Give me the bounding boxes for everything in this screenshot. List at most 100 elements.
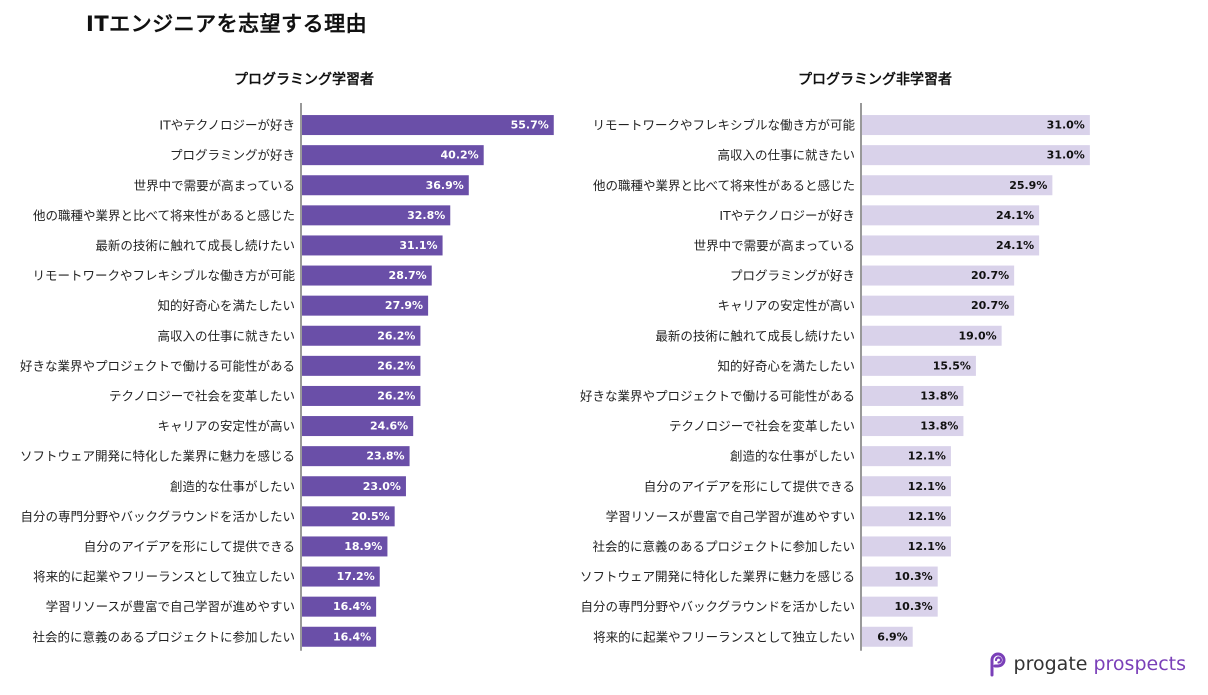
bar — [862, 295, 1015, 316]
category-label: プログラミングが好き — [730, 268, 855, 283]
value-label: 6.9% — [877, 630, 908, 643]
bar — [862, 145, 1090, 166]
category-label: 他の職種や業界と比べて将来性があると感じた — [33, 208, 295, 223]
bar — [862, 115, 1090, 136]
category-label: キャリアの安定性が高い — [157, 419, 295, 434]
category-label: 世界中で需要が高まっている — [694, 238, 855, 253]
bar — [862, 175, 1053, 196]
bar — [302, 205, 451, 226]
value-label: 13.8% — [920, 389, 958, 402]
category-label: 学習リソースが豊富で自己学習が進めやすい — [46, 599, 295, 614]
category-label: 自分のアイデアを形にして提供できる — [644, 479, 855, 494]
value-label: 20.5% — [351, 510, 389, 523]
category-label: 高収入の仕事に就きたい — [717, 148, 855, 163]
category-label: 学習リソースが豊富で自己学習が進めやすい — [606, 509, 855, 524]
chart-non-learners-title: プログラミング非学習者 — [798, 72, 952, 88]
value-label: 23.8% — [366, 450, 404, 463]
bar — [302, 325, 421, 346]
category-label: 他の職種や業界と比べて将来性があると感じた — [593, 178, 855, 193]
category-label: 最新の技術に触れて成長し続けたい — [95, 238, 295, 253]
bar — [302, 596, 377, 617]
value-label: 26.2% — [377, 359, 415, 372]
bar — [302, 476, 406, 497]
bar — [862, 566, 938, 587]
brand-word-progate: progate — [1013, 653, 1088, 675]
chart-learners-plot: ITやテクノロジーが好き 55.7% プログラミングが好き 40.2% 世界中で需要が高… — [20, 103, 554, 651]
value-label: 26.2% — [377, 389, 415, 402]
value-label: 12.1% — [908, 510, 946, 523]
value-label: 32.8% — [407, 209, 445, 222]
bar — [862, 205, 1040, 226]
value-label: 15.5% — [933, 359, 971, 372]
category-label: キャリアの安定性が高い — [717, 298, 855, 313]
category-label: 世界中で需要が高まっている — [134, 178, 295, 193]
value-label: 19.0% — [958, 329, 996, 342]
chart-learners-title: プログラミング学習者 — [234, 72, 374, 88]
category-label: 最新の技術に触れて成長し続けたい — [655, 328, 855, 343]
bar — [862, 235, 1040, 256]
category-label: ソフトウェア開発に特化した業界に魅力を感じる — [20, 449, 295, 464]
bar — [302, 265, 432, 286]
value-label: 27.9% — [385, 299, 423, 312]
value-label: 36.9% — [426, 179, 464, 192]
category-label: リモートワークやフレキシブルな働き方が可能 — [32, 268, 295, 283]
value-label: 16.4% — [333, 600, 371, 613]
category-label: ITやテクノロジーが好き — [159, 118, 295, 133]
value-label: 31.0% — [1047, 149, 1085, 162]
value-label: 28.7% — [389, 269, 427, 282]
category-label: 自分の専門分野やバックグラウンドを活かしたい — [580, 599, 855, 614]
bar — [302, 626, 377, 647]
category-label: 知的好奇心を満たしたい — [157, 298, 295, 313]
value-label: 20.7% — [971, 299, 1009, 312]
value-label: 10.3% — [895, 570, 933, 583]
chart-learners: プログラミング学習者 ITやテクノロジーが好き 55.7% プログラミングが好き 40… — [0, 0, 600, 695]
bar — [302, 145, 484, 166]
category-label: 社会的に意義のあるプロジェクトに参加したい — [592, 539, 855, 554]
category-label: 好きな業界やプロジェクトで働ける可能性がある — [20, 358, 295, 373]
bar — [862, 265, 1015, 286]
value-label: 26.2% — [377, 329, 415, 342]
bar — [302, 295, 429, 316]
bar — [862, 325, 1002, 346]
bar — [302, 536, 388, 557]
category-label: 社会的に意義のあるプロジェクトに参加したい — [32, 629, 295, 644]
bar — [862, 596, 938, 617]
progate-logo-icon — [990, 652, 1006, 677]
brand-word-prospects: prospects — [1093, 653, 1186, 675]
category-label: 自分の専門分野やバックグラウンドを活かしたい — [20, 509, 295, 524]
value-label: 12.1% — [908, 480, 946, 493]
page-title: ITエンジニアを志望する理由 — [86, 12, 368, 36]
value-label: 31.1% — [399, 239, 437, 252]
bar — [862, 476, 951, 497]
value-label: 24.6% — [370, 420, 408, 433]
category-label: 好きな業界やプロジェクトで働ける可能性がある — [580, 388, 855, 403]
category-label: 知的好奇心を満たしたい — [717, 358, 855, 373]
value-label: 10.3% — [895, 600, 933, 613]
bar — [302, 506, 395, 527]
value-label: 55.7% — [511, 119, 549, 132]
bar — [862, 416, 964, 437]
value-label: 24.1% — [996, 239, 1034, 252]
value-label: 12.1% — [908, 450, 946, 463]
bar — [862, 355, 976, 376]
brand-logo: progate prospects — [988, 651, 1186, 677]
bar — [302, 235, 443, 256]
value-label: 16.4% — [333, 630, 371, 643]
bar — [862, 536, 951, 557]
category-label: 将来的に起業やフリーランスとして独立したい — [593, 629, 855, 644]
category-label: テクノロジーで社会を変革したい — [669, 419, 855, 434]
category-label: 創造的な仕事がしたい — [170, 479, 295, 494]
bar — [302, 175, 469, 196]
value-label: 24.1% — [996, 209, 1034, 222]
value-label: 23.0% — [363, 480, 401, 493]
value-label: 25.9% — [1009, 179, 1047, 192]
bar — [862, 506, 951, 527]
bar — [302, 355, 421, 376]
value-label: 31.0% — [1047, 119, 1085, 132]
value-label: 18.9% — [344, 540, 382, 553]
bar — [302, 115, 554, 136]
category-label: リモートワークやフレキシブルな働き方が可能 — [592, 118, 855, 133]
bar — [862, 446, 951, 467]
